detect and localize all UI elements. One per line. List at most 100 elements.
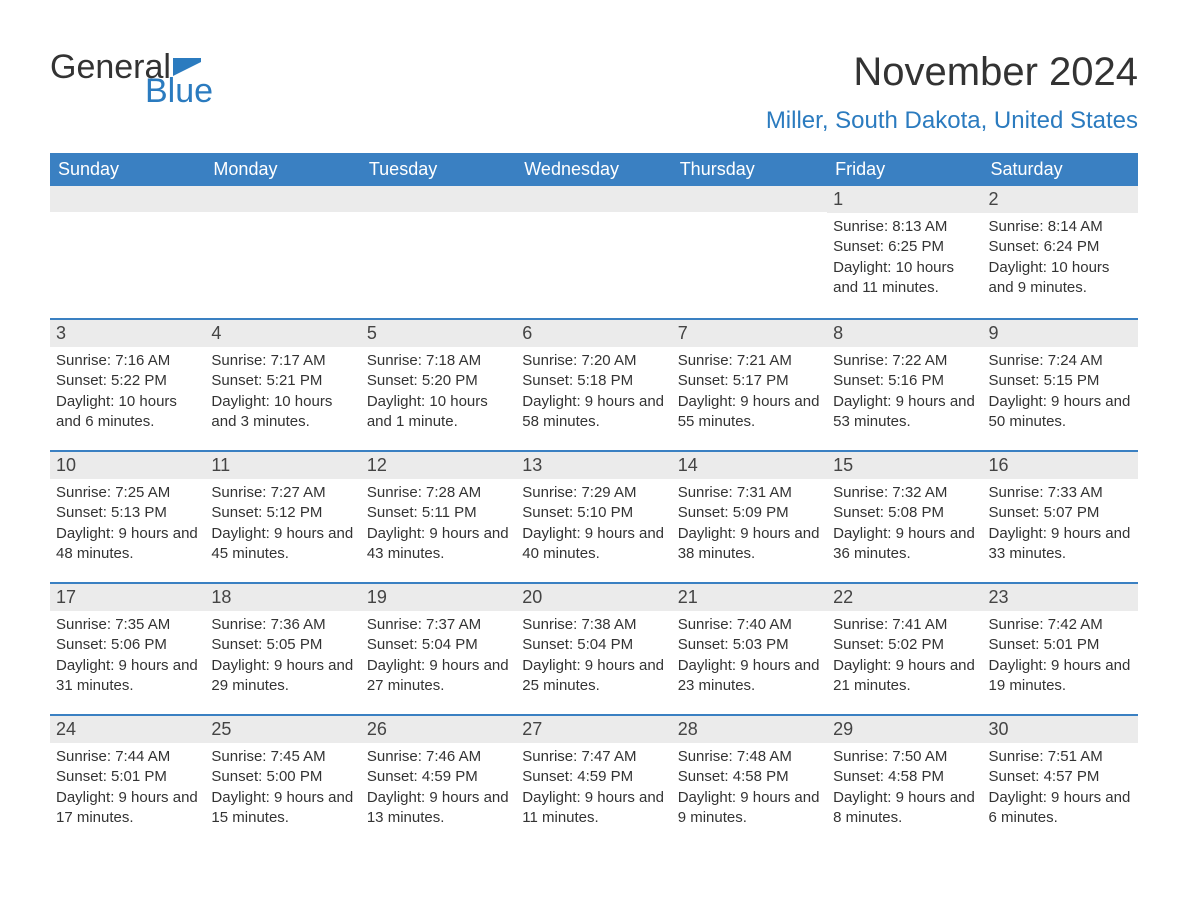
- day-body: Sunrise: 7:16 AMSunset: 5:22 PMDaylight:…: [50, 347, 205, 438]
- weekday-thursday: Thursday: [672, 153, 827, 186]
- daylight-text: Daylight: 9 hours and 19 minutes.: [989, 656, 1132, 697]
- day-cell: 6Sunrise: 7:20 AMSunset: 5:18 PMDaylight…: [516, 320, 671, 450]
- sunrise-text: Sunrise: 7:24 AM: [989, 351, 1132, 371]
- day-cell: 8Sunrise: 7:22 AMSunset: 5:16 PMDaylight…: [827, 320, 982, 450]
- day-body: Sunrise: 7:50 AMSunset: 4:58 PMDaylight:…: [827, 743, 982, 834]
- day-cell: 1Sunrise: 8:13 AMSunset: 6:25 PMDaylight…: [827, 186, 982, 318]
- sunrise-text: Sunrise: 7:42 AM: [989, 615, 1132, 635]
- daylight-text: Daylight: 9 hours and 6 minutes.: [989, 788, 1132, 829]
- day-body: Sunrise: 7:31 AMSunset: 5:09 PMDaylight:…: [672, 479, 827, 570]
- sunset-text: Sunset: 5:16 PM: [833, 371, 976, 391]
- day-cell: 17Sunrise: 7:35 AMSunset: 5:06 PMDayligh…: [50, 584, 205, 714]
- day-cell: 29Sunrise: 7:50 AMSunset: 4:58 PMDayligh…: [827, 716, 982, 846]
- day-cell: 27Sunrise: 7:47 AMSunset: 4:59 PMDayligh…: [516, 716, 671, 846]
- week-row: 3Sunrise: 7:16 AMSunset: 5:22 PMDaylight…: [50, 318, 1138, 450]
- sunset-text: Sunset: 5:06 PM: [56, 635, 199, 655]
- daylight-text: Daylight: 9 hours and 58 minutes.: [522, 392, 665, 433]
- day-number: [50, 186, 205, 212]
- sunset-text: Sunset: 5:15 PM: [989, 371, 1132, 391]
- sunset-text: Sunset: 5:05 PM: [211, 635, 354, 655]
- day-number: 7: [672, 320, 827, 347]
- sunset-text: Sunset: 5:01 PM: [56, 767, 199, 787]
- day-number: 14: [672, 452, 827, 479]
- day-cell: 11Sunrise: 7:27 AMSunset: 5:12 PMDayligh…: [205, 452, 360, 582]
- sunrise-text: Sunrise: 8:14 AM: [989, 217, 1132, 237]
- week-row: 17Sunrise: 7:35 AMSunset: 5:06 PMDayligh…: [50, 582, 1138, 714]
- sunset-text: Sunset: 5:17 PM: [678, 371, 821, 391]
- daylight-text: Daylight: 10 hours and 1 minute.: [367, 392, 510, 433]
- day-number: 17: [50, 584, 205, 611]
- empty-cell: [205, 186, 360, 318]
- day-number: 24: [50, 716, 205, 743]
- sunrise-text: Sunrise: 7:32 AM: [833, 483, 976, 503]
- day-body: Sunrise: 7:35 AMSunset: 5:06 PMDaylight:…: [50, 611, 205, 702]
- sunset-text: Sunset: 5:07 PM: [989, 503, 1132, 523]
- sunset-text: Sunset: 5:09 PM: [678, 503, 821, 523]
- daylight-text: Daylight: 9 hours and 50 minutes.: [989, 392, 1132, 433]
- day-body: Sunrise: 7:24 AMSunset: 5:15 PMDaylight:…: [983, 347, 1138, 438]
- sunset-text: Sunset: 6:25 PM: [833, 237, 976, 257]
- sunrise-text: Sunrise: 7:48 AM: [678, 747, 821, 767]
- day-cell: 22Sunrise: 7:41 AMSunset: 5:02 PMDayligh…: [827, 584, 982, 714]
- sunrise-text: Sunrise: 7:21 AM: [678, 351, 821, 371]
- sunset-text: Sunset: 5:20 PM: [367, 371, 510, 391]
- sunrise-text: Sunrise: 7:18 AM: [367, 351, 510, 371]
- sunrise-text: Sunrise: 7:45 AM: [211, 747, 354, 767]
- day-cell: 5Sunrise: 7:18 AMSunset: 5:20 PMDaylight…: [361, 320, 516, 450]
- sunrise-text: Sunrise: 7:47 AM: [522, 747, 665, 767]
- day-number: 13: [516, 452, 671, 479]
- day-number: 20: [516, 584, 671, 611]
- daylight-text: Daylight: 9 hours and 17 minutes.: [56, 788, 199, 829]
- daylight-text: Daylight: 9 hours and 40 minutes.: [522, 524, 665, 565]
- day-cell: 21Sunrise: 7:40 AMSunset: 5:03 PMDayligh…: [672, 584, 827, 714]
- day-cell: 26Sunrise: 7:46 AMSunset: 4:59 PMDayligh…: [361, 716, 516, 846]
- day-body: Sunrise: 7:48 AMSunset: 4:58 PMDaylight:…: [672, 743, 827, 834]
- day-body: Sunrise: 7:28 AMSunset: 5:11 PMDaylight:…: [361, 479, 516, 570]
- sunset-text: Sunset: 5:13 PM: [56, 503, 199, 523]
- sunrise-text: Sunrise: 7:28 AM: [367, 483, 510, 503]
- sunset-text: Sunset: 4:59 PM: [367, 767, 510, 787]
- empty-cell: [50, 186, 205, 318]
- daylight-text: Daylight: 9 hours and 21 minutes.: [833, 656, 976, 697]
- sunrise-text: Sunrise: 7:37 AM: [367, 615, 510, 635]
- logo: General Blue: [50, 50, 213, 108]
- day-body: Sunrise: 7:20 AMSunset: 5:18 PMDaylight:…: [516, 347, 671, 438]
- day-body: Sunrise: 7:33 AMSunset: 5:07 PMDaylight:…: [983, 479, 1138, 570]
- day-body: Sunrise: 7:25 AMSunset: 5:13 PMDaylight:…: [50, 479, 205, 570]
- sunrise-text: Sunrise: 7:25 AM: [56, 483, 199, 503]
- week-row: 24Sunrise: 7:44 AMSunset: 5:01 PMDayligh…: [50, 714, 1138, 846]
- day-number: 6: [516, 320, 671, 347]
- sunset-text: Sunset: 5:08 PM: [833, 503, 976, 523]
- day-body: Sunrise: 7:32 AMSunset: 5:08 PMDaylight:…: [827, 479, 982, 570]
- daylight-text: Daylight: 9 hours and 31 minutes.: [56, 656, 199, 697]
- week-row: 1Sunrise: 8:13 AMSunset: 6:25 PMDaylight…: [50, 186, 1138, 318]
- month-title: November 2024: [766, 50, 1138, 95]
- sunset-text: Sunset: 5:12 PM: [211, 503, 354, 523]
- sunrise-text: Sunrise: 7:29 AM: [522, 483, 665, 503]
- sunrise-text: Sunrise: 7:35 AM: [56, 615, 199, 635]
- sunset-text: Sunset: 5:03 PM: [678, 635, 821, 655]
- daylight-text: Daylight: 10 hours and 6 minutes.: [56, 392, 199, 433]
- sunrise-text: Sunrise: 7:20 AM: [522, 351, 665, 371]
- sunset-text: Sunset: 5:02 PM: [833, 635, 976, 655]
- day-body: Sunrise: 7:44 AMSunset: 5:01 PMDaylight:…: [50, 743, 205, 834]
- day-body: Sunrise: 7:41 AMSunset: 5:02 PMDaylight:…: [827, 611, 982, 702]
- day-number: 22: [827, 584, 982, 611]
- daylight-text: Daylight: 9 hours and 53 minutes.: [833, 392, 976, 433]
- day-number: 11: [205, 452, 360, 479]
- daylight-text: Daylight: 9 hours and 48 minutes.: [56, 524, 199, 565]
- sunrise-text: Sunrise: 7:17 AM: [211, 351, 354, 371]
- day-number: 19: [361, 584, 516, 611]
- daylight-text: Daylight: 9 hours and 55 minutes.: [678, 392, 821, 433]
- sunset-text: Sunset: 4:58 PM: [678, 767, 821, 787]
- sunrise-text: Sunrise: 7:16 AM: [56, 351, 199, 371]
- sunrise-text: Sunrise: 7:40 AM: [678, 615, 821, 635]
- day-number: 16: [983, 452, 1138, 479]
- empty-cell: [672, 186, 827, 318]
- daylight-text: Daylight: 9 hours and 23 minutes.: [678, 656, 821, 697]
- day-cell: 12Sunrise: 7:28 AMSunset: 5:11 PMDayligh…: [361, 452, 516, 582]
- sunset-text: Sunset: 6:24 PM: [989, 237, 1132, 257]
- logo-text-blue: Blue: [145, 74, 213, 108]
- day-body: Sunrise: 7:21 AMSunset: 5:17 PMDaylight:…: [672, 347, 827, 438]
- week-row: 10Sunrise: 7:25 AMSunset: 5:13 PMDayligh…: [50, 450, 1138, 582]
